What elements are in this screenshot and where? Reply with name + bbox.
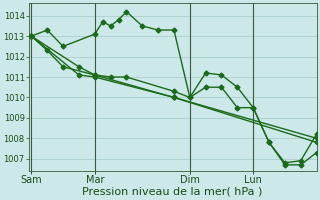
X-axis label: Pression niveau de la mer( hPa ): Pression niveau de la mer( hPa ) [83, 187, 263, 197]
